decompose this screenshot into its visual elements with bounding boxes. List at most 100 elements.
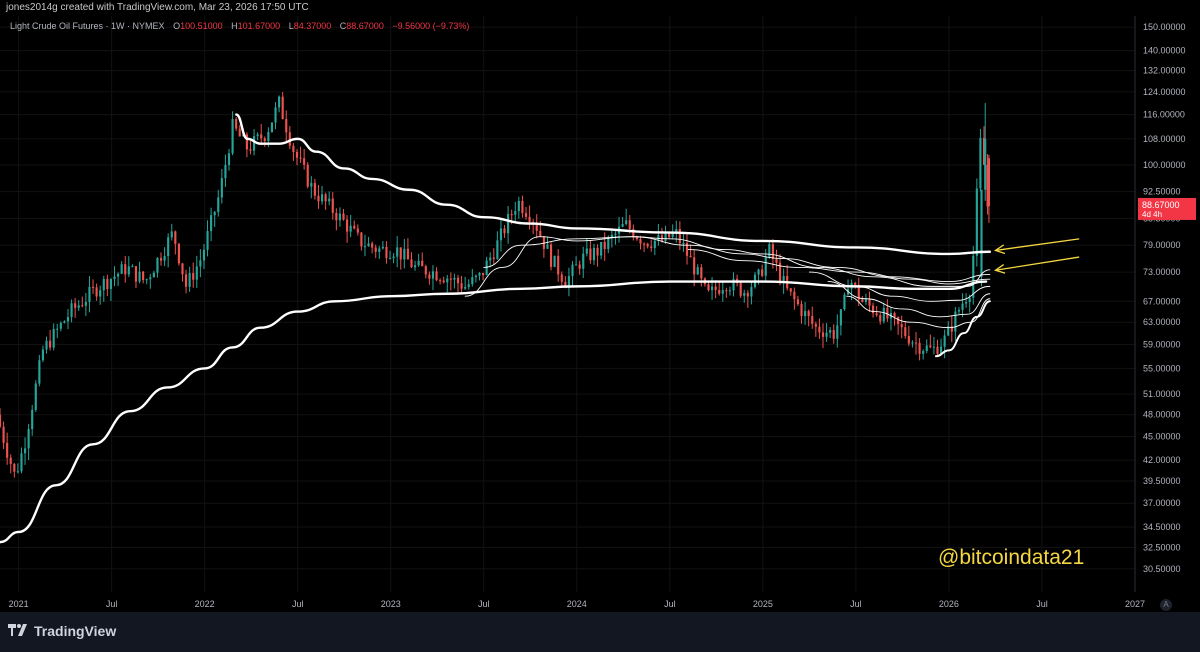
candle-body [106, 278, 109, 290]
candle-body [403, 248, 406, 260]
candle-body [227, 153, 231, 165]
candle-body [549, 244, 553, 267]
candle-body [335, 212, 338, 221]
candle-body [2, 426, 5, 443]
bar-countdown: 4d 4h [1142, 210, 1162, 219]
x-tick-label: 2025 [753, 599, 773, 609]
candle-body [138, 271, 141, 282]
candle-body [671, 232, 674, 237]
candle-body [317, 195, 320, 202]
symbol-legend[interactable]: Light Crude Oil Futures · 1W · NYMEX O10… [10, 21, 469, 31]
candle-body [728, 290, 732, 292]
candle-body [857, 284, 860, 300]
candle-body [696, 267, 699, 275]
last-price-value: 88.67000 [1142, 200, 1180, 210]
candle-body [585, 248, 588, 254]
candle-body [603, 241, 606, 250]
candle-body [982, 137, 986, 165]
candle-body [560, 274, 563, 282]
tradingview-logo[interactable]: TradingView [8, 623, 116, 639]
candle-body [428, 274, 431, 279]
candle-body [231, 119, 234, 154]
candle-body [471, 277, 474, 285]
candle-body [281, 96, 284, 120]
candle-body [238, 128, 241, 137]
candle-body [52, 328, 55, 348]
x-tick-label: Jul [478, 599, 490, 609]
candle-body [263, 138, 266, 141]
candle-body [338, 213, 342, 221]
candle-body [904, 327, 907, 337]
candle-body [521, 200, 524, 214]
candle-body [524, 213, 528, 217]
candle-body [49, 340, 52, 348]
moving-average-line [0, 280, 988, 544]
candle-body [614, 233, 617, 235]
candle-body [303, 158, 306, 165]
candle-body [567, 276, 571, 288]
candle-body [481, 272, 485, 275]
candle-body [442, 280, 445, 283]
candle-body [829, 330, 832, 333]
candle-body [718, 290, 721, 294]
candle-body [496, 240, 499, 259]
candle-body [149, 277, 152, 280]
candle-body [478, 272, 481, 276]
candle-body [31, 409, 34, 430]
moving-average-line [483, 236, 991, 282]
candle-body [757, 269, 760, 275]
annotation-arrow-head [993, 244, 1006, 255]
candle-body [811, 316, 814, 324]
candle-body [467, 284, 470, 287]
candle-body [27, 429, 30, 449]
candle-body [918, 342, 921, 354]
candle-body [721, 290, 724, 294]
grid [0, 16, 1136, 592]
auto-scale-button[interactable]: A [1160, 599, 1172, 611]
candle-body [278, 96, 281, 108]
price-chart[interactable]: 150.00000 140.00000 132.00000 124.00000 116.… [0, 0, 1200, 612]
candle-body [260, 134, 263, 139]
candle-body [213, 211, 216, 216]
x-tick-label: 2022 [195, 599, 215, 609]
x-tick-label: Jul [106, 599, 118, 609]
candle-body [932, 346, 935, 348]
candle-body [517, 200, 520, 212]
candle-body [984, 138, 987, 190]
candle-body [252, 136, 256, 151]
candle-body [872, 305, 875, 314]
candle-body [449, 278, 452, 280]
candle-body [256, 134, 259, 137]
candle-body [184, 274, 188, 287]
tradingview-logo-icon [8, 623, 28, 639]
candle-body [707, 284, 710, 291]
x-tick-label: Jul [664, 599, 676, 609]
candle-body [610, 234, 613, 238]
candle-body [117, 273, 120, 277]
moving-averages [0, 113, 992, 544]
candle-body [310, 183, 313, 187]
moving-average-line [827, 281, 991, 318]
candle-body [875, 313, 878, 316]
candle-body [642, 243, 646, 245]
y-tick-label: 100.00000 [1143, 160, 1186, 170]
candle-body [374, 247, 377, 252]
candle-body [685, 243, 689, 256]
x-tick-label: 2021 [9, 599, 29, 609]
candle-body [936, 346, 939, 354]
last-price-tag-bg [1138, 197, 1196, 220]
candle-body [546, 244, 549, 249]
candle-body [406, 248, 409, 260]
candle-body [922, 351, 925, 354]
candle-body [979, 137, 982, 189]
x-axis: 2021 Jul 2022 Jul 2023 Jul 2024 Jul 2025 Jul 2026 J… [9, 599, 1145, 609]
candle-body [564, 281, 567, 288]
candle-body [431, 271, 435, 279]
candle-body [492, 257, 495, 259]
candle-body [939, 346, 943, 354]
candle-body [557, 255, 560, 275]
candle-body [159, 258, 163, 261]
candle-body [274, 107, 277, 123]
candle-body [270, 122, 274, 133]
candle-body [804, 311, 807, 317]
